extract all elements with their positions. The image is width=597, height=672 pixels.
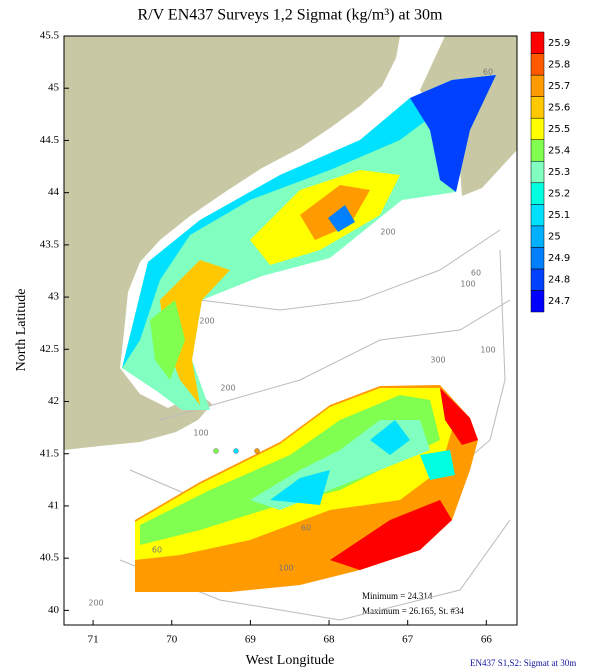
y-tick-label: 41: [48, 499, 59, 511]
contour-label: 100: [480, 346, 495, 355]
colorbar-swatch: [530, 160, 545, 184]
colorbar-label: 25.4: [548, 145, 570, 156]
colorbar-swatch: [530, 225, 545, 248]
y-axis-label: North Latitude: [14, 289, 29, 372]
colorbar-swatch: [530, 182, 545, 205]
colorbar-label: 25.7: [548, 81, 570, 92]
colorbar-label: 24.9: [548, 253, 570, 264]
contour-label: 60: [483, 68, 493, 77]
land: [64, 36, 400, 450]
colorbar-label: 25.2: [548, 189, 570, 200]
y-tick-label: 43.5: [40, 238, 60, 250]
colorbar-label: 24.7: [548, 296, 570, 307]
y-tick-label: 40.5: [40, 552, 60, 564]
colorbar-swatch: [530, 53, 545, 76]
y-tick-label: 45: [48, 82, 60, 94]
maximum-text: Maximum = 26.165, St. #34: [362, 606, 464, 616]
contour-label: 100: [193, 429, 208, 438]
colorbar-swatch: [530, 139, 545, 162]
colorbar-label: 25.8: [548, 59, 570, 70]
colorbar-swatch: [530, 247, 545, 270]
contour-fill: [150, 300, 185, 380]
colorbar-label: 25.3: [548, 167, 570, 178]
contour-fill: [160, 260, 230, 405]
colorbar-label: 25.5: [548, 124, 570, 135]
colorbar-label: 25.1: [548, 210, 570, 221]
chart-title: R/V EN437 Surveys 1,2 Sigmat (kg/m³) at …: [138, 7, 443, 24]
contour-fill: [300, 185, 370, 240]
contour-label: 300: [430, 356, 445, 365]
contour-fill: [270, 470, 330, 505]
contour-label: 100: [460, 280, 475, 289]
contour-label: 200: [220, 384, 235, 393]
contour-fill: [370, 420, 410, 455]
colorbar-swatch: [530, 74, 545, 97]
x-tick-label: 69: [245, 634, 257, 646]
y-tick-label: 41.5: [40, 447, 60, 459]
contour-label: 60: [301, 524, 311, 533]
y-tick-label: 42: [48, 395, 59, 407]
colorbar-swatch: [530, 31, 545, 54]
contour-fill: [410, 75, 496, 192]
x-tick-label: 67: [402, 634, 414, 646]
contour-fill: [330, 500, 452, 570]
colorbar-swatch: [530, 117, 545, 140]
colorbar-label: 25.6: [548, 102, 570, 113]
colorbar-label: 25: [548, 232, 561, 243]
contour-fill: [328, 205, 355, 232]
x-axis-label: West Longitude: [246, 653, 335, 668]
station-dot: [213, 448, 219, 454]
colorbar-label: 24.8: [548, 275, 570, 286]
contour-label: 200: [88, 599, 103, 608]
contour-label: 60: [152, 546, 162, 555]
station-dot: [254, 448, 260, 454]
y-tick-label: 42.5: [40, 343, 60, 355]
footer: EN437 S1,S2: Sigmat at 30m: [470, 658, 576, 668]
depth-contour: [159, 299, 511, 421]
y-tick-label: 43: [48, 291, 60, 303]
contour-label: 200: [380, 228, 395, 237]
y-tick-label: 40: [48, 604, 60, 616]
colorbar-swatch: [530, 290, 545, 313]
colorbar-swatch: [530, 96, 545, 119]
contour-fill: [440, 388, 478, 445]
contour-label: 100: [278, 564, 293, 573]
depth-contour: [199, 229, 501, 311]
minimum-text: Minimum = 24.314: [362, 591, 433, 601]
colorbar-swatch: [530, 204, 545, 227]
y-tick-label: 45.5: [40, 30, 60, 42]
x-tick-label: 68: [324, 634, 336, 646]
x-tick-label: 71: [88, 634, 99, 646]
station-dot: [233, 448, 239, 454]
colorbar-swatch: [530, 268, 545, 291]
x-tick-label: 70: [166, 634, 178, 646]
y-tick-label: 44.5: [40, 134, 60, 146]
plot-frame: [63, 35, 518, 626]
contour-label: 200: [199, 317, 214, 326]
contour-fill: [420, 450, 455, 480]
contour-label: 60: [471, 269, 481, 278]
y-tick-label: 44: [48, 186, 60, 198]
x-tick-label: 66: [481, 634, 493, 646]
colorbar-label: 25.9: [548, 38, 570, 49]
